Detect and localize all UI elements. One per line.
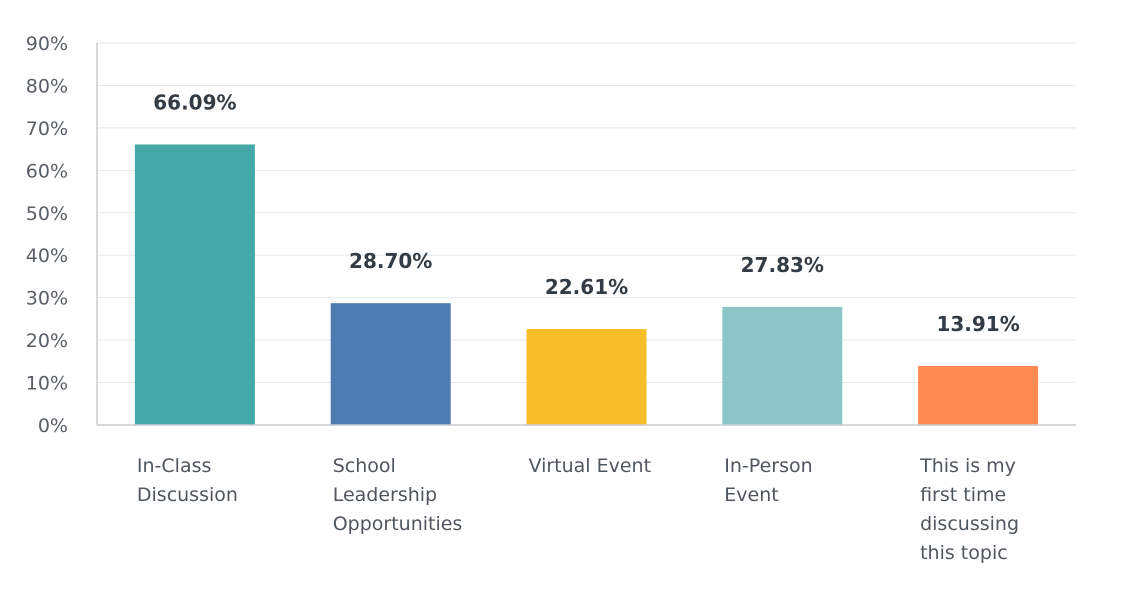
- x-category-label: In-Person Event: [724, 455, 812, 506]
- x-category-label: This is my first time discussing this topic: [919, 455, 1019, 564]
- x-category-label-line: Leadership: [333, 484, 437, 506]
- x-category-label-line: Opportunities: [333, 513, 463, 535]
- x-category-label-line: Discussion: [137, 484, 238, 506]
- x-category-label-line: In-Person: [724, 455, 812, 477]
- x-category-label-line: Virtual Event: [529, 455, 652, 477]
- y-tick-label: 80%: [26, 75, 68, 97]
- grid-lines: [97, 42, 1076, 384]
- y-tick-label: 10%: [26, 373, 68, 395]
- bar-value-label: 22.61%: [545, 275, 628, 299]
- y-tick-label: 0%: [38, 415, 68, 437]
- y-tick-label: 30%: [26, 288, 68, 310]
- y-tick-label: 40%: [26, 245, 68, 267]
- x-category-label-line: In-Class: [137, 455, 212, 477]
- bar: [330, 303, 451, 425]
- bar: [722, 306, 843, 425]
- x-category-label: Virtual Event: [529, 455, 652, 477]
- bar-value-label: 28.70%: [349, 249, 432, 273]
- y-axis-tick-labels: 0% 10% 20% 30% 40% 50% 60% 70% 80% 90%: [26, 33, 68, 437]
- value-labels: 66.09% 28.70% 22.61% 27.83% 13.91%: [153, 90, 1020, 335]
- x-axis-category-labels: In-Class Discussion School Leadership Opport…: [137, 455, 1019, 564]
- x-category-label-line: Event: [724, 484, 778, 506]
- bar: [526, 329, 647, 425]
- x-category-label: In-Class Discussion: [137, 455, 238, 506]
- bar-value-label: 13.91%: [936, 312, 1019, 336]
- x-category-label-line: first time: [920, 484, 1006, 506]
- x-category-label-line: discussing: [920, 513, 1019, 535]
- bar: [134, 144, 255, 425]
- y-tick-label: 50%: [26, 203, 68, 225]
- x-category-label-line: this topic: [920, 542, 1008, 564]
- y-tick-label: 90%: [26, 33, 68, 55]
- y-tick-label: 70%: [26, 118, 68, 140]
- x-category-label: School Leadership Opportunities: [333, 455, 463, 535]
- x-category-label-line: This is my: [919, 455, 1016, 477]
- x-category-label-line: School: [333, 455, 396, 477]
- bars: [134, 144, 1039, 425]
- y-tick-label: 20%: [26, 330, 68, 352]
- bar: [918, 365, 1039, 425]
- y-tick-label: 60%: [26, 160, 68, 182]
- bar-value-label: 27.83%: [741, 253, 824, 277]
- bar-value-label: 66.09%: [153, 90, 236, 114]
